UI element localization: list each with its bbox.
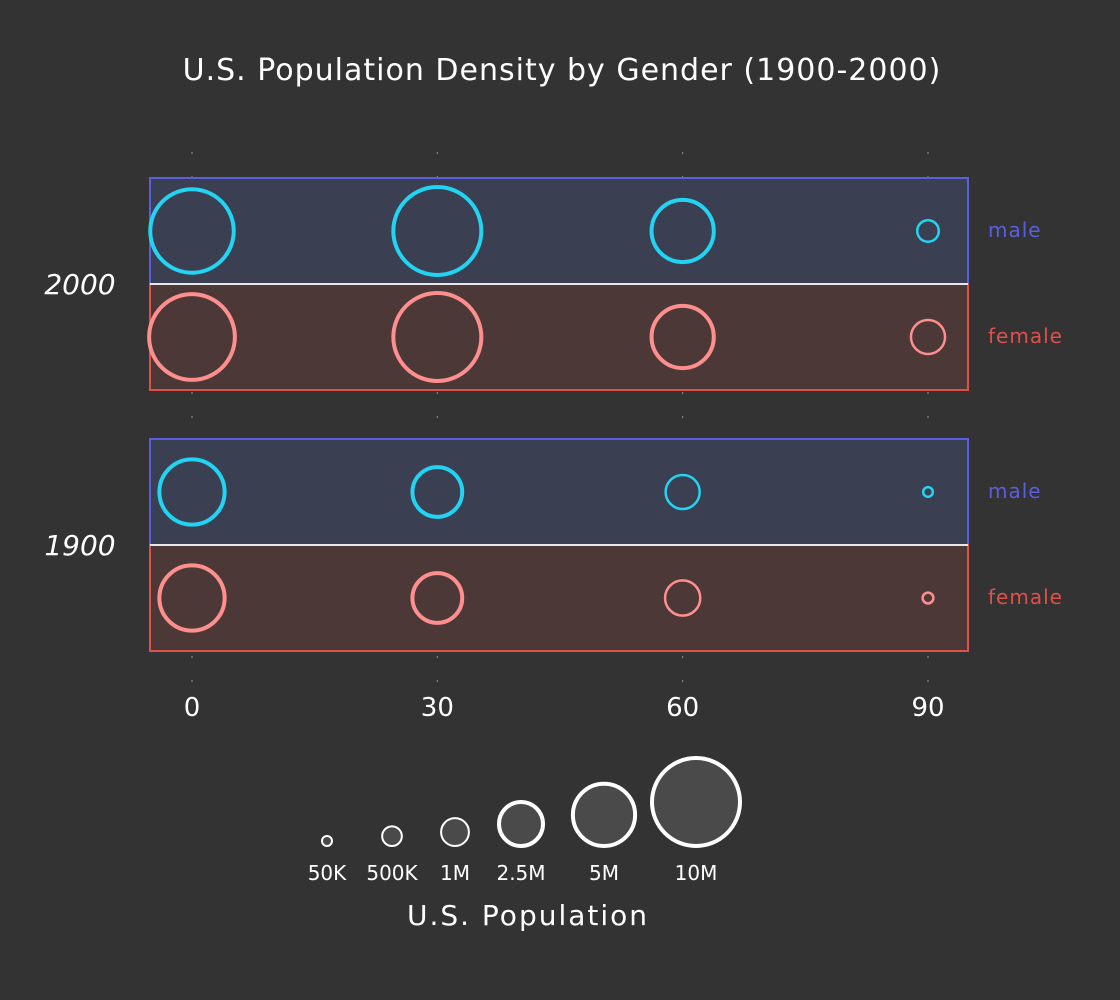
legend-bubble [440,817,470,848]
bubble-2000-male-60 [649,197,716,265]
legend-label: 500K [366,861,418,885]
legend-bubble [321,835,333,847]
x-tick-label: 60 [666,693,699,723]
year-label: 2000 [44,268,115,301]
legend-bubble [650,756,742,848]
bubble-1900-male-90 [921,485,935,499]
legend-label: 5M [589,861,619,885]
year-label: 1900 [44,529,115,562]
band-1900-female [149,544,969,652]
legend-label: 10M [675,861,718,885]
legend-bubble [570,781,638,849]
legend-label: 2.5M [496,861,545,885]
gridlines [191,152,929,682]
bubble-1900-male-0 [157,457,227,527]
bubble-2000-male-0 [148,187,236,275]
row-label: female [988,324,1063,348]
band-2000-female [149,283,969,391]
bubble-2000-female-60 [649,303,716,371]
bubble-1900-female-30 [410,571,465,625]
row-label: male [988,479,1042,503]
band-2000-male [149,177,969,285]
row-label: male [988,218,1042,242]
x-tick-label: 0 [184,693,201,723]
bubble-2000-female-90 [909,318,947,356]
legend-label: 50K [308,861,347,885]
bubble-1900-male-30 [410,465,465,519]
bands [149,177,969,652]
chart-title: U.S. Population Density by Gender (1900-… [183,53,942,88]
bubble-1900-female-90 [921,591,935,605]
x-axis: 0 30 60 90 [184,693,945,723]
bubble-2000-female-0 [147,292,237,382]
bubble-2000-female-30 [391,291,484,383]
row-label: female [988,585,1063,609]
labels: male female 2000 male female 1900 [44,218,1063,609]
bubble-2000-male-30 [391,185,484,277]
x-tick-label: 90 [911,693,944,723]
legend-label: 1M [440,861,470,885]
bubble-2000-male-90 [915,218,941,244]
legend-bubble [381,825,403,848]
bubble-1900-female-60 [663,579,702,617]
size-legend: 50K 500K 1M 2.5M 5M 10M [308,756,742,885]
size-legend-title: U.S. Population [407,899,649,932]
band-1900-male [149,438,969,546]
legend-bubble [497,800,545,848]
x-tick-label: 30 [421,693,454,723]
bubble-1900-male-60 [664,473,701,511]
bubbles [147,185,947,633]
bubble-1900-female-0 [157,563,227,633]
